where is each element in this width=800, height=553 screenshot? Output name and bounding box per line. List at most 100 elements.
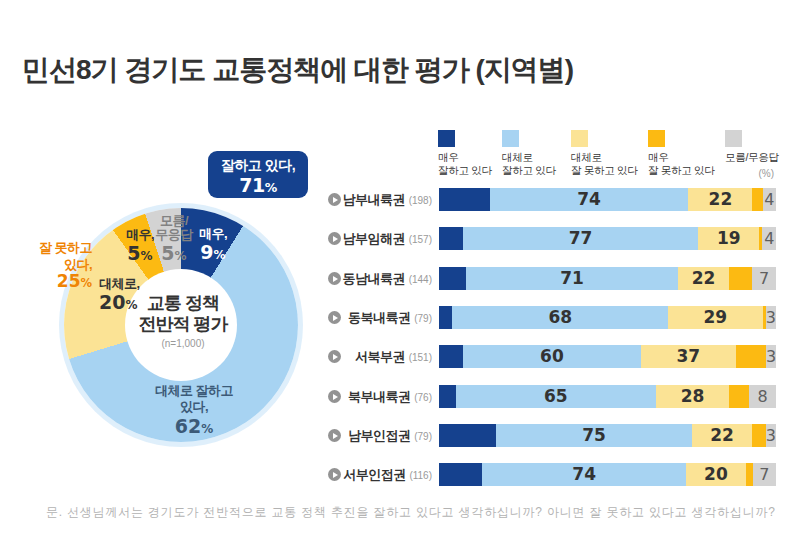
- dk-value: 4: [763, 188, 776, 211]
- good-value: 75: [496, 424, 691, 447]
- legend-swatch: [648, 130, 665, 147]
- dk-value: 3: [766, 424, 776, 447]
- stacked-bar[interactable]: 7522 3: [439, 424, 776, 447]
- stacked-bar[interactable]: 7420 7: [439, 463, 776, 486]
- bar-segment[interactable]: 74: [482, 463, 686, 486]
- slice-label-mostly-good: 대체로 잘하고있다, 62%: [142, 383, 246, 436]
- bar-segment[interactable]: 3: [766, 345, 776, 368]
- dk-value: 3: [766, 306, 776, 329]
- bar-segment[interactable]: 4: [763, 188, 776, 211]
- legend-item: 대체로잘 못하고 있다: [571, 130, 637, 177]
- legend-swatch: [438, 130, 455, 147]
- bar-segment[interactable]: 3: [766, 306, 776, 329]
- bar-segment[interactable]: 60: [463, 345, 642, 368]
- bar-segment[interactable]: 3: [766, 424, 776, 447]
- stacked-bar[interactable]: 68293: [439, 306, 776, 329]
- bar-segment[interactable]: [439, 267, 466, 290]
- legend-label: 대체로잘 못하고 있다: [571, 151, 637, 177]
- bar-segment[interactable]: 68: [452, 306, 668, 329]
- dk-value: 8: [749, 385, 776, 408]
- bar-segment[interactable]: 7: [753, 463, 776, 486]
- good-value: 65: [456, 385, 656, 408]
- legend-swatch: [571, 130, 588, 147]
- bar-segment[interactable]: [439, 306, 452, 329]
- legend-item: 대체로잘하고 있다: [502, 130, 556, 177]
- region-label: 남부내륙권 (198): [330, 188, 432, 212]
- bad-value: 20: [686, 463, 746, 486]
- bad-value: 29: [668, 306, 762, 329]
- bar-segment[interactable]: 71: [466, 267, 678, 290]
- bar-segment[interactable]: 65: [456, 385, 656, 408]
- dk-value: 3: [766, 345, 776, 368]
- dk-value: 7: [753, 463, 776, 486]
- stacked-bar[interactable]: 77194: [439, 227, 776, 250]
- bar-segment[interactable]: 8: [749, 385, 776, 408]
- bad-value: 37: [641, 345, 735, 368]
- region-label: 서부인접권 (116): [330, 463, 432, 487]
- region-label: 동북내륙권 (79): [330, 306, 432, 330]
- dk-value: 7: [752, 267, 776, 290]
- bar-segment[interactable]: [736, 345, 766, 368]
- bar-segment[interactable]: 7: [752, 267, 776, 290]
- bar-segment[interactable]: 29: [668, 306, 762, 329]
- bar-segment[interactable]: 19: [698, 227, 759, 250]
- unit-label: (%): [714, 168, 774, 179]
- region-label: 북부내륙권 (76): [330, 385, 432, 409]
- legend-item: 매우잘하고 있다: [438, 130, 492, 177]
- region-label: 남부인접권 (79): [330, 424, 432, 448]
- bar-segment[interactable]: 74: [490, 188, 689, 211]
- region-label: 서북부권 (151): [330, 345, 432, 369]
- bar-segment[interactable]: [752, 424, 765, 447]
- stacked-bar[interactable]: 6037 3: [439, 345, 776, 368]
- slice-label-very-bad: 매우, 5%: [117, 228, 163, 263]
- good-value: 71: [466, 267, 678, 290]
- bad-value: 22: [688, 188, 752, 211]
- bar-segment[interactable]: [746, 463, 753, 486]
- bar-segment[interactable]: 20: [686, 463, 746, 486]
- stacked-bar[interactable]: 7122 7: [439, 267, 776, 290]
- bar-segment[interactable]: 4: [762, 227, 775, 250]
- good-total-callout: 잘하고 있다, 71%: [208, 151, 308, 198]
- legend-label: 모름/무응답: [725, 151, 779, 164]
- bad-value: 28: [656, 385, 729, 408]
- good-value: 60: [463, 345, 642, 368]
- region-label: 남부임해권 (157): [330, 227, 432, 251]
- legend-label: 매우잘하고 있다: [438, 151, 492, 177]
- bar-segment[interactable]: [729, 267, 753, 290]
- bar-segment[interactable]: 28: [656, 385, 729, 408]
- region-label: 동남내륙권 (144): [330, 267, 432, 291]
- bar-segment[interactable]: [439, 345, 463, 368]
- bar-segment[interactable]: [439, 385, 456, 408]
- bar-segment[interactable]: [752, 188, 762, 211]
- bar-segment[interactable]: 37: [641, 345, 735, 368]
- bad-total-label: 잘 못하고있다, 25%: [18, 239, 92, 290]
- bar-segment[interactable]: 22: [678, 267, 729, 290]
- legend-swatch: [502, 130, 519, 147]
- bar-segment[interactable]: 77: [463, 227, 699, 250]
- donut-center-label: 교통 정책전반적 평가 (n=1,000): [123, 293, 243, 349]
- legend-item: 모름/무응답: [725, 130, 779, 164]
- stacked-bar[interactable]: 6528 8: [439, 385, 776, 408]
- bar-segment[interactable]: 22: [692, 424, 753, 447]
- bar-segment[interactable]: [439, 424, 496, 447]
- legend-swatch: [725, 130, 742, 147]
- bar-segment[interactable]: [439, 227, 463, 250]
- bad-value: 19: [698, 227, 759, 250]
- good-value: 68: [452, 306, 668, 329]
- bad-value: 22: [692, 424, 753, 447]
- good-value: 74: [482, 463, 686, 486]
- good-value: 77: [463, 227, 699, 250]
- page-title: 민선8기 경기도 교통정책에 대한 평가 (지역별): [22, 51, 573, 89]
- bad-value: 22: [678, 267, 729, 290]
- bar-segment[interactable]: [439, 463, 482, 486]
- bar-segment[interactable]: [729, 385, 749, 408]
- bar-segment[interactable]: 75: [496, 424, 691, 447]
- legend-label: 대체로잘하고 있다: [502, 151, 556, 177]
- bar-segment[interactable]: [439, 188, 490, 211]
- legend-label: 매우잘 못하고 있다: [648, 151, 714, 177]
- dk-value: 4: [762, 227, 775, 250]
- footnote-question: 문. 선생님께서는 경기도가 전반적으로 교통 정책 추진을 잘하고 있다고 생…: [46, 504, 776, 521]
- good-value: 74: [490, 188, 689, 211]
- bar-segment[interactable]: 22: [688, 188, 752, 211]
- stacked-bar[interactable]: 7422 4: [439, 188, 776, 211]
